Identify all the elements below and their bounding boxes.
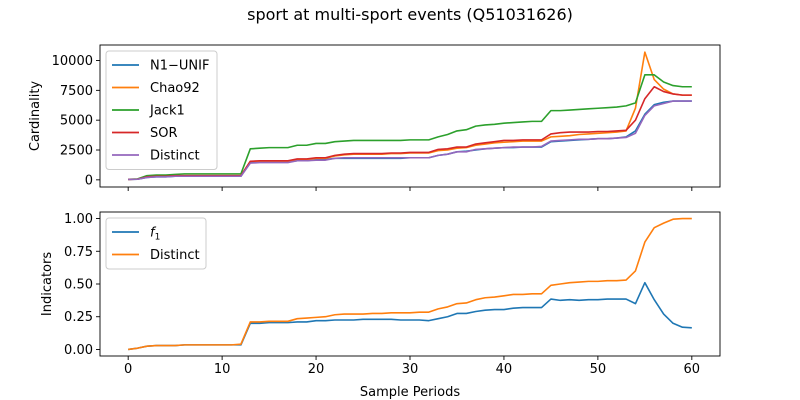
legend-label: N1−UNIF — [150, 59, 209, 74]
y-tick-label: 2500 — [60, 144, 93, 159]
y-tick-label: 5000 — [60, 114, 93, 129]
y-tick-label: 0.50 — [64, 278, 93, 293]
x-tick-label: 10 — [214, 362, 231, 377]
y-axis-label: Indicators — [40, 252, 55, 316]
legend-label: SOR — [150, 126, 178, 141]
y-tick-label: 0.00 — [64, 343, 93, 358]
legend-box — [105, 50, 218, 170]
x-tick-label: 60 — [684, 362, 701, 377]
series-line-jack1 — [128, 74, 692, 181]
legend-label: Jack1 — [149, 104, 185, 119]
x-axis-label: Sample Periods — [360, 385, 460, 400]
y-tick-label: 0.75 — [64, 245, 93, 260]
figure-title: sport at multi-sport events (Q51031626) — [247, 5, 573, 24]
y-tick-label: 7500 — [60, 84, 93, 99]
x-tick-label: 30 — [402, 362, 419, 377]
legend-label: f1 — [150, 226, 160, 243]
series-line-distinct — [128, 100, 692, 181]
x-tick-label: 40 — [496, 362, 513, 377]
legend-label: Distinct — [150, 248, 200, 263]
indicators-panel: 0 10 20 30 40 50 60 0.00 0.25 0.50 0.75 1.00 Indicat… — [40, 211, 721, 400]
cardinality-panel: 0 2500 5000 7500 10000 Cardinality N1−UNIF Chao… — [28, 44, 721, 191]
legend-label: Chao92 — [150, 81, 200, 96]
series-line-distinct — [128, 217, 692, 351]
y-tick-label: 1.00 — [64, 212, 93, 227]
legend-box — [105, 217, 207, 270]
legend-label: Distinct — [150, 149, 200, 164]
x-tick-label: 50 — [590, 362, 607, 377]
y-axis-label: Cardinality — [28, 81, 43, 152]
y-tick-label: 10000 — [52, 54, 93, 69]
y-tick-label: 0 — [85, 173, 93, 188]
y-tick-label: 0.25 — [64, 310, 93, 325]
x-tick-label: 20 — [308, 362, 325, 377]
x-tick-label: 0 — [124, 362, 132, 377]
